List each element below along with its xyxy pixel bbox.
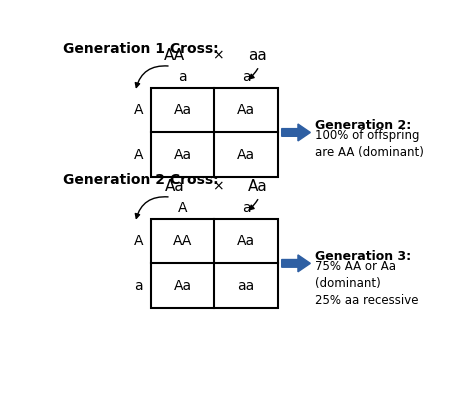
Text: Aa: Aa <box>237 148 255 162</box>
Text: Aa: Aa <box>173 148 191 162</box>
Text: a: a <box>134 279 143 293</box>
Text: ×: × <box>212 49 224 62</box>
Text: 100% of offspring
are AA (dominant): 100% of offspring are AA (dominant) <box>315 129 424 159</box>
Text: aa: aa <box>248 48 267 63</box>
Text: aa: aa <box>237 279 255 293</box>
Polygon shape <box>282 124 310 141</box>
Text: a: a <box>178 70 187 84</box>
Text: Generation 3:: Generation 3: <box>315 250 411 263</box>
Text: Generation 1 Cross:: Generation 1 Cross: <box>63 42 219 56</box>
Text: Aa: Aa <box>237 234 255 248</box>
Text: Aa: Aa <box>248 179 267 194</box>
Text: 75% AA or Aa
(dominant)
25% aa recessive: 75% AA or Aa (dominant) 25% aa recessive <box>315 259 419 306</box>
Text: Aa: Aa <box>237 103 255 117</box>
Text: AA: AA <box>164 48 185 63</box>
Text: A: A <box>134 103 143 117</box>
Text: a: a <box>242 70 250 84</box>
Text: Aa: Aa <box>173 103 191 117</box>
Text: A: A <box>178 201 187 215</box>
Text: Generation 2 Cross:: Generation 2 Cross: <box>63 173 219 187</box>
Text: Aa: Aa <box>173 279 191 293</box>
Bar <box>151 88 278 177</box>
Text: A: A <box>134 148 143 162</box>
Text: Generation 2:: Generation 2: <box>315 119 411 132</box>
Text: A: A <box>134 234 143 248</box>
Text: Aa: Aa <box>165 179 184 194</box>
Text: AA: AA <box>173 234 192 248</box>
Polygon shape <box>282 255 310 272</box>
Text: ×: × <box>212 179 224 193</box>
Bar <box>151 219 278 308</box>
Text: a: a <box>242 201 250 215</box>
